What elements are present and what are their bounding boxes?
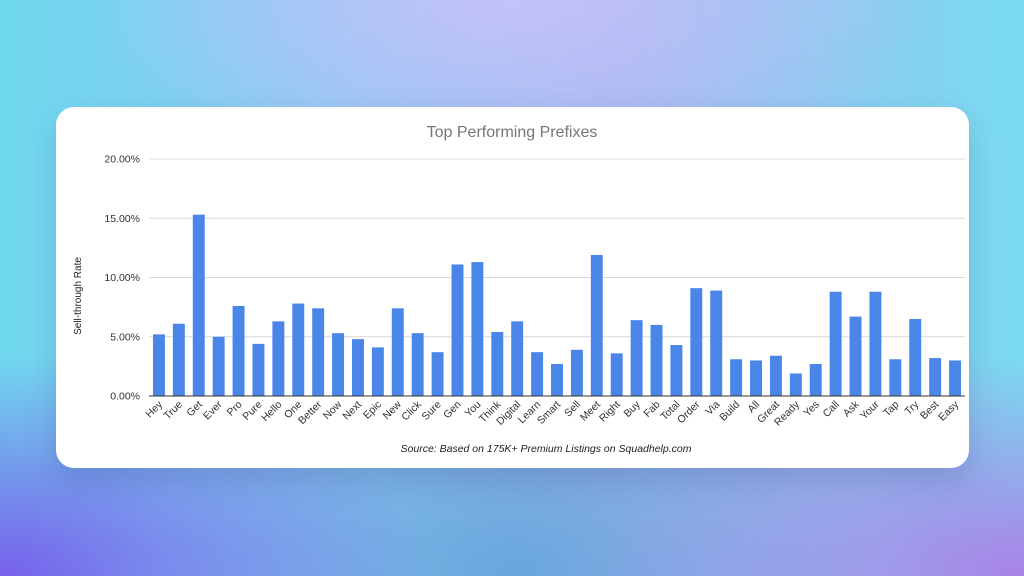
bar-call [829, 291, 842, 396]
x-tick-label: Now [321, 398, 345, 422]
chart-card: Top Performing Prefixes Sell-through Rat… [56, 107, 969, 468]
bar-think [491, 332, 504, 396]
source-note: Source: Based on 175K+ Premium Listings … [401, 443, 692, 455]
x-tick-label: Hello [259, 399, 285, 425]
y-axis-ticks: 0.00% 5.00% 10.00% 15.00% 20.00% [104, 154, 140, 403]
bar-via [710, 290, 723, 396]
x-tick-label: Order [675, 398, 703, 426]
bar-pro [232, 305, 245, 396]
x-tick-label: Tap [881, 399, 902, 420]
bar-you [471, 262, 484, 396]
bar-buy [630, 320, 643, 396]
x-tick-label: Smart [535, 399, 563, 427]
bar-right [610, 353, 623, 396]
bar-smart [551, 364, 563, 396]
bar-tap [889, 359, 902, 396]
y-tick-label: 5.00% [110, 331, 140, 343]
x-tick-label: Yes [801, 399, 822, 420]
x-tick-label: Ask [841, 398, 862, 419]
x-tick-label: Next [340, 399, 364, 423]
y-tick-label: 10.00% [104, 272, 140, 284]
bars [152, 214, 962, 396]
bar-try [909, 318, 922, 396]
bar-now [332, 333, 345, 396]
x-tick-label: Hey [143, 398, 165, 420]
x-tick-label: Call [820, 399, 841, 420]
bar-total [670, 345, 683, 396]
bar-sell [570, 349, 583, 396]
bar-fab [650, 324, 663, 396]
x-tick-label: Buy [621, 398, 643, 420]
bar-next [352, 339, 364, 396]
bar-all [750, 360, 762, 396]
x-tick-label: Easy [936, 398, 962, 424]
bar-meet [590, 254, 603, 396]
gridlines [149, 158, 965, 338]
bar-yes [809, 364, 822, 396]
bar-get [192, 214, 205, 396]
bar-digital [511, 321, 524, 396]
x-tick-label: New [381, 398, 405, 422]
bar-hello [272, 321, 285, 396]
x-tick-label: Your [858, 398, 882, 422]
x-tick-label: Build [717, 399, 742, 424]
bar-pure [252, 343, 265, 396]
x-tick-label: Pure [240, 399, 264, 423]
y-axis-label: Sell-through Rate [73, 257, 84, 335]
x-tick-label: Best [918, 399, 941, 422]
chart-title: Top Performing Prefixes [427, 124, 598, 141]
bar-ever [212, 336, 225, 396]
x-tick-label: Click [399, 398, 424, 423]
bar-best [929, 358, 942, 396]
x-tick-label: Sure [420, 399, 444, 423]
bar-learn [531, 352, 544, 396]
bar-hey [152, 334, 165, 396]
bar-order [690, 288, 703, 396]
bar-gen [451, 264, 464, 396]
bar-ask [849, 316, 862, 396]
bar-easy [949, 360, 962, 396]
bar-chart: Top Performing Prefixes Sell-through Rat… [73, 124, 965, 455]
bar-true [172, 323, 185, 396]
y-tick-label: 20.00% [104, 154, 140, 166]
bar-ready [789, 373, 802, 396]
x-tick-label: Meet [578, 399, 603, 424]
bar-build [730, 359, 743, 396]
x-tick-label: Gen [441, 399, 464, 422]
bar-sure [431, 352, 444, 396]
x-tick-label: True [161, 399, 185, 423]
y-tick-label: 15.00% [104, 213, 140, 225]
bar-one [292, 303, 305, 396]
bar-your [869, 291, 882, 396]
bar-epic [371, 347, 384, 396]
y-tick-label: 0.00% [110, 391, 140, 403]
bar-click [411, 333, 424, 396]
x-tick-label: Ever [201, 398, 225, 422]
bar-new [391, 308, 404, 396]
bar-great [769, 355, 782, 396]
x-tick-label: Epic [361, 399, 384, 422]
bar-better [312, 308, 325, 396]
x-tick-label: Right [597, 399, 623, 425]
